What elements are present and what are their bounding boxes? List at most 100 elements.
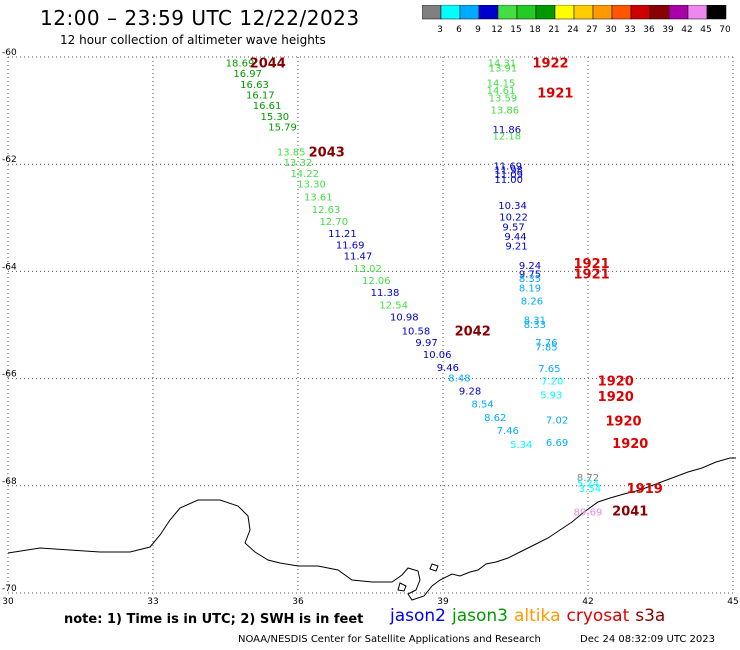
colorbar-label: 12 xyxy=(491,25,502,35)
lat-lon-grid: 30 33 36 39 42 45 -60 -62 -64 -66 -68 -70 xyxy=(2,48,739,605)
wave-height-value: 11.47 xyxy=(344,251,373,262)
wave-height-value: 9.46 xyxy=(437,363,459,374)
wave-height-value: 8.33 xyxy=(524,320,546,331)
pass-time-label: 1919 xyxy=(627,482,663,497)
wave-height-value: 11.00 xyxy=(494,175,523,186)
colorbar-label: 18 xyxy=(529,25,541,35)
colorbar-label: 45 xyxy=(700,25,711,35)
chart-title: 12:00 – 23:59 UTC 12/22/2023 xyxy=(40,6,360,30)
wave-height-value: 8.62 xyxy=(484,413,506,424)
wave-height-value: 11.98 xyxy=(494,166,523,177)
colorbar-label: 27 xyxy=(586,25,597,35)
wave-height-value: 13.02 xyxy=(353,264,382,275)
wave-height-value: 10.34 xyxy=(498,201,527,212)
x-tick-label: 36 xyxy=(292,597,304,605)
wave-height-value: 12.70 xyxy=(319,217,348,228)
wave-height-value: 6.69 xyxy=(546,438,568,449)
antarctic-coastline xyxy=(7,457,736,601)
satellite-legend: jason2 jason3 altika cryosat s3a xyxy=(390,606,671,626)
wave-height-value: 13.85 xyxy=(277,147,306,158)
wave-height-value: 15.30 xyxy=(260,112,289,123)
colorbar-label: 42 xyxy=(681,25,692,35)
wave-height-value: 16.17 xyxy=(246,91,275,102)
wave-height-value: 13.32 xyxy=(284,158,313,169)
pass-time-label: 1921 xyxy=(574,257,610,272)
wave-height-value: 10.58 xyxy=(402,326,431,337)
wave-height-value: 5.93 xyxy=(540,391,562,402)
colorbar-label: 15 xyxy=(510,25,521,35)
legend-jason2: jason2 xyxy=(390,606,446,626)
wave-height-value: 16.63 xyxy=(240,80,269,91)
wave-height-value: 12.18 xyxy=(492,131,521,142)
wave-height-value: 13.86 xyxy=(491,106,520,117)
coastline-islet xyxy=(397,582,407,592)
colorbar-label: 70 xyxy=(719,25,731,35)
x-tick-label: 45 xyxy=(727,597,738,605)
wave-height-value: 7.46 xyxy=(497,426,519,437)
wave-height-value: 9.57 xyxy=(502,222,524,233)
colorbar-label: 24 xyxy=(567,25,579,35)
colorbar-label: 3 xyxy=(437,25,443,35)
pass-time-label: 1920 xyxy=(612,437,648,452)
wave-height-value: 11.69 xyxy=(336,241,365,252)
colorbar-label: 36 xyxy=(643,25,655,35)
wave-height-value: 18.69 xyxy=(226,58,255,69)
y-tick-label: -62 xyxy=(2,155,17,165)
wave-height-value: 15.79 xyxy=(268,123,297,134)
coastline-islet xyxy=(429,563,439,572)
chart-subtitle: 12 hour collection of altimeter wave hei… xyxy=(60,33,326,47)
x-tick-label: 30 xyxy=(2,597,14,605)
wave-height-value: 5.34 xyxy=(510,440,532,451)
wave-height-value: 16.61 xyxy=(253,101,282,112)
wave-height-value: 5.24 xyxy=(577,479,599,490)
pass-time-label: 2042 xyxy=(455,324,491,339)
wave-height-value: 9.75 xyxy=(519,270,541,281)
x-tick-label: 42 xyxy=(582,597,593,605)
wave-height-value: 10.22 xyxy=(499,213,528,224)
pass-time-label: 2044 xyxy=(250,56,286,71)
credit-line: NOAA/NESDIS Center for Satellite Applica… xyxy=(238,634,541,645)
generation-timestamp: Dec 24 08:32:09 UTC 2023 xyxy=(580,634,715,645)
pass-time-label: 1920 xyxy=(598,375,634,390)
wave-height-value: 10.98 xyxy=(390,312,419,323)
colorbar-swatch xyxy=(706,5,727,20)
wave-height-value: 7.02 xyxy=(546,415,568,426)
wave-height-value: 13.91 xyxy=(489,64,518,75)
wave-height-value: 8.48 xyxy=(448,374,470,385)
wave-height-value: 7.85 xyxy=(535,342,557,353)
wave-height-value: 14.15 xyxy=(487,79,516,90)
wave-height-map: 30 33 36 39 42 45 -60 -62 -64 -66 -68 -70 18.6916.9… xyxy=(2,48,739,605)
wave-height-value: 13.59 xyxy=(489,94,518,105)
legend-cryosat: cryosat xyxy=(566,606,630,626)
wave-height-value: 10.06 xyxy=(423,350,452,361)
legend-s3a: s3a xyxy=(635,606,666,626)
y-tick-label: -70 xyxy=(2,584,17,594)
legend-jason3: jason3 xyxy=(452,606,508,626)
wave-height-value: 9.28 xyxy=(459,386,481,397)
wave-height-value: 16.97 xyxy=(233,69,262,80)
y-tick-label: -68 xyxy=(2,477,17,487)
colorbar-label: 33 xyxy=(624,25,635,35)
x-tick-label: 39 xyxy=(437,597,449,605)
wave-height-value: 13.30 xyxy=(297,179,326,190)
colorbar-label: 6 xyxy=(456,25,462,35)
wave-height-value: 14.22 xyxy=(290,169,319,180)
wave-height-value: 3.54 xyxy=(579,484,601,495)
wave-height-value: 12.06 xyxy=(362,276,391,287)
pass-time-label: 1922 xyxy=(532,56,568,71)
wave-height-value: 14.31 xyxy=(488,58,517,69)
wave-height-value: 13.61 xyxy=(304,192,333,203)
wave-height-value: 11.21 xyxy=(328,229,357,240)
footnote: note: 1) Time is in UTC; 2) SWH is in fe… xyxy=(64,612,364,627)
colorbar-label: 21 xyxy=(548,25,559,35)
wave-height-value: 8.35 xyxy=(519,274,541,285)
wave-height-value: 11.69 xyxy=(493,161,522,172)
wave-height-value: 11.38 xyxy=(371,288,400,299)
wave-height-value: 11.09 xyxy=(494,170,523,181)
wave-height-value: 12.54 xyxy=(379,301,408,312)
colorbar-label: 30 xyxy=(605,25,617,35)
pass-time-label: 2041 xyxy=(612,504,648,519)
y-tick-label: -64 xyxy=(2,262,17,272)
